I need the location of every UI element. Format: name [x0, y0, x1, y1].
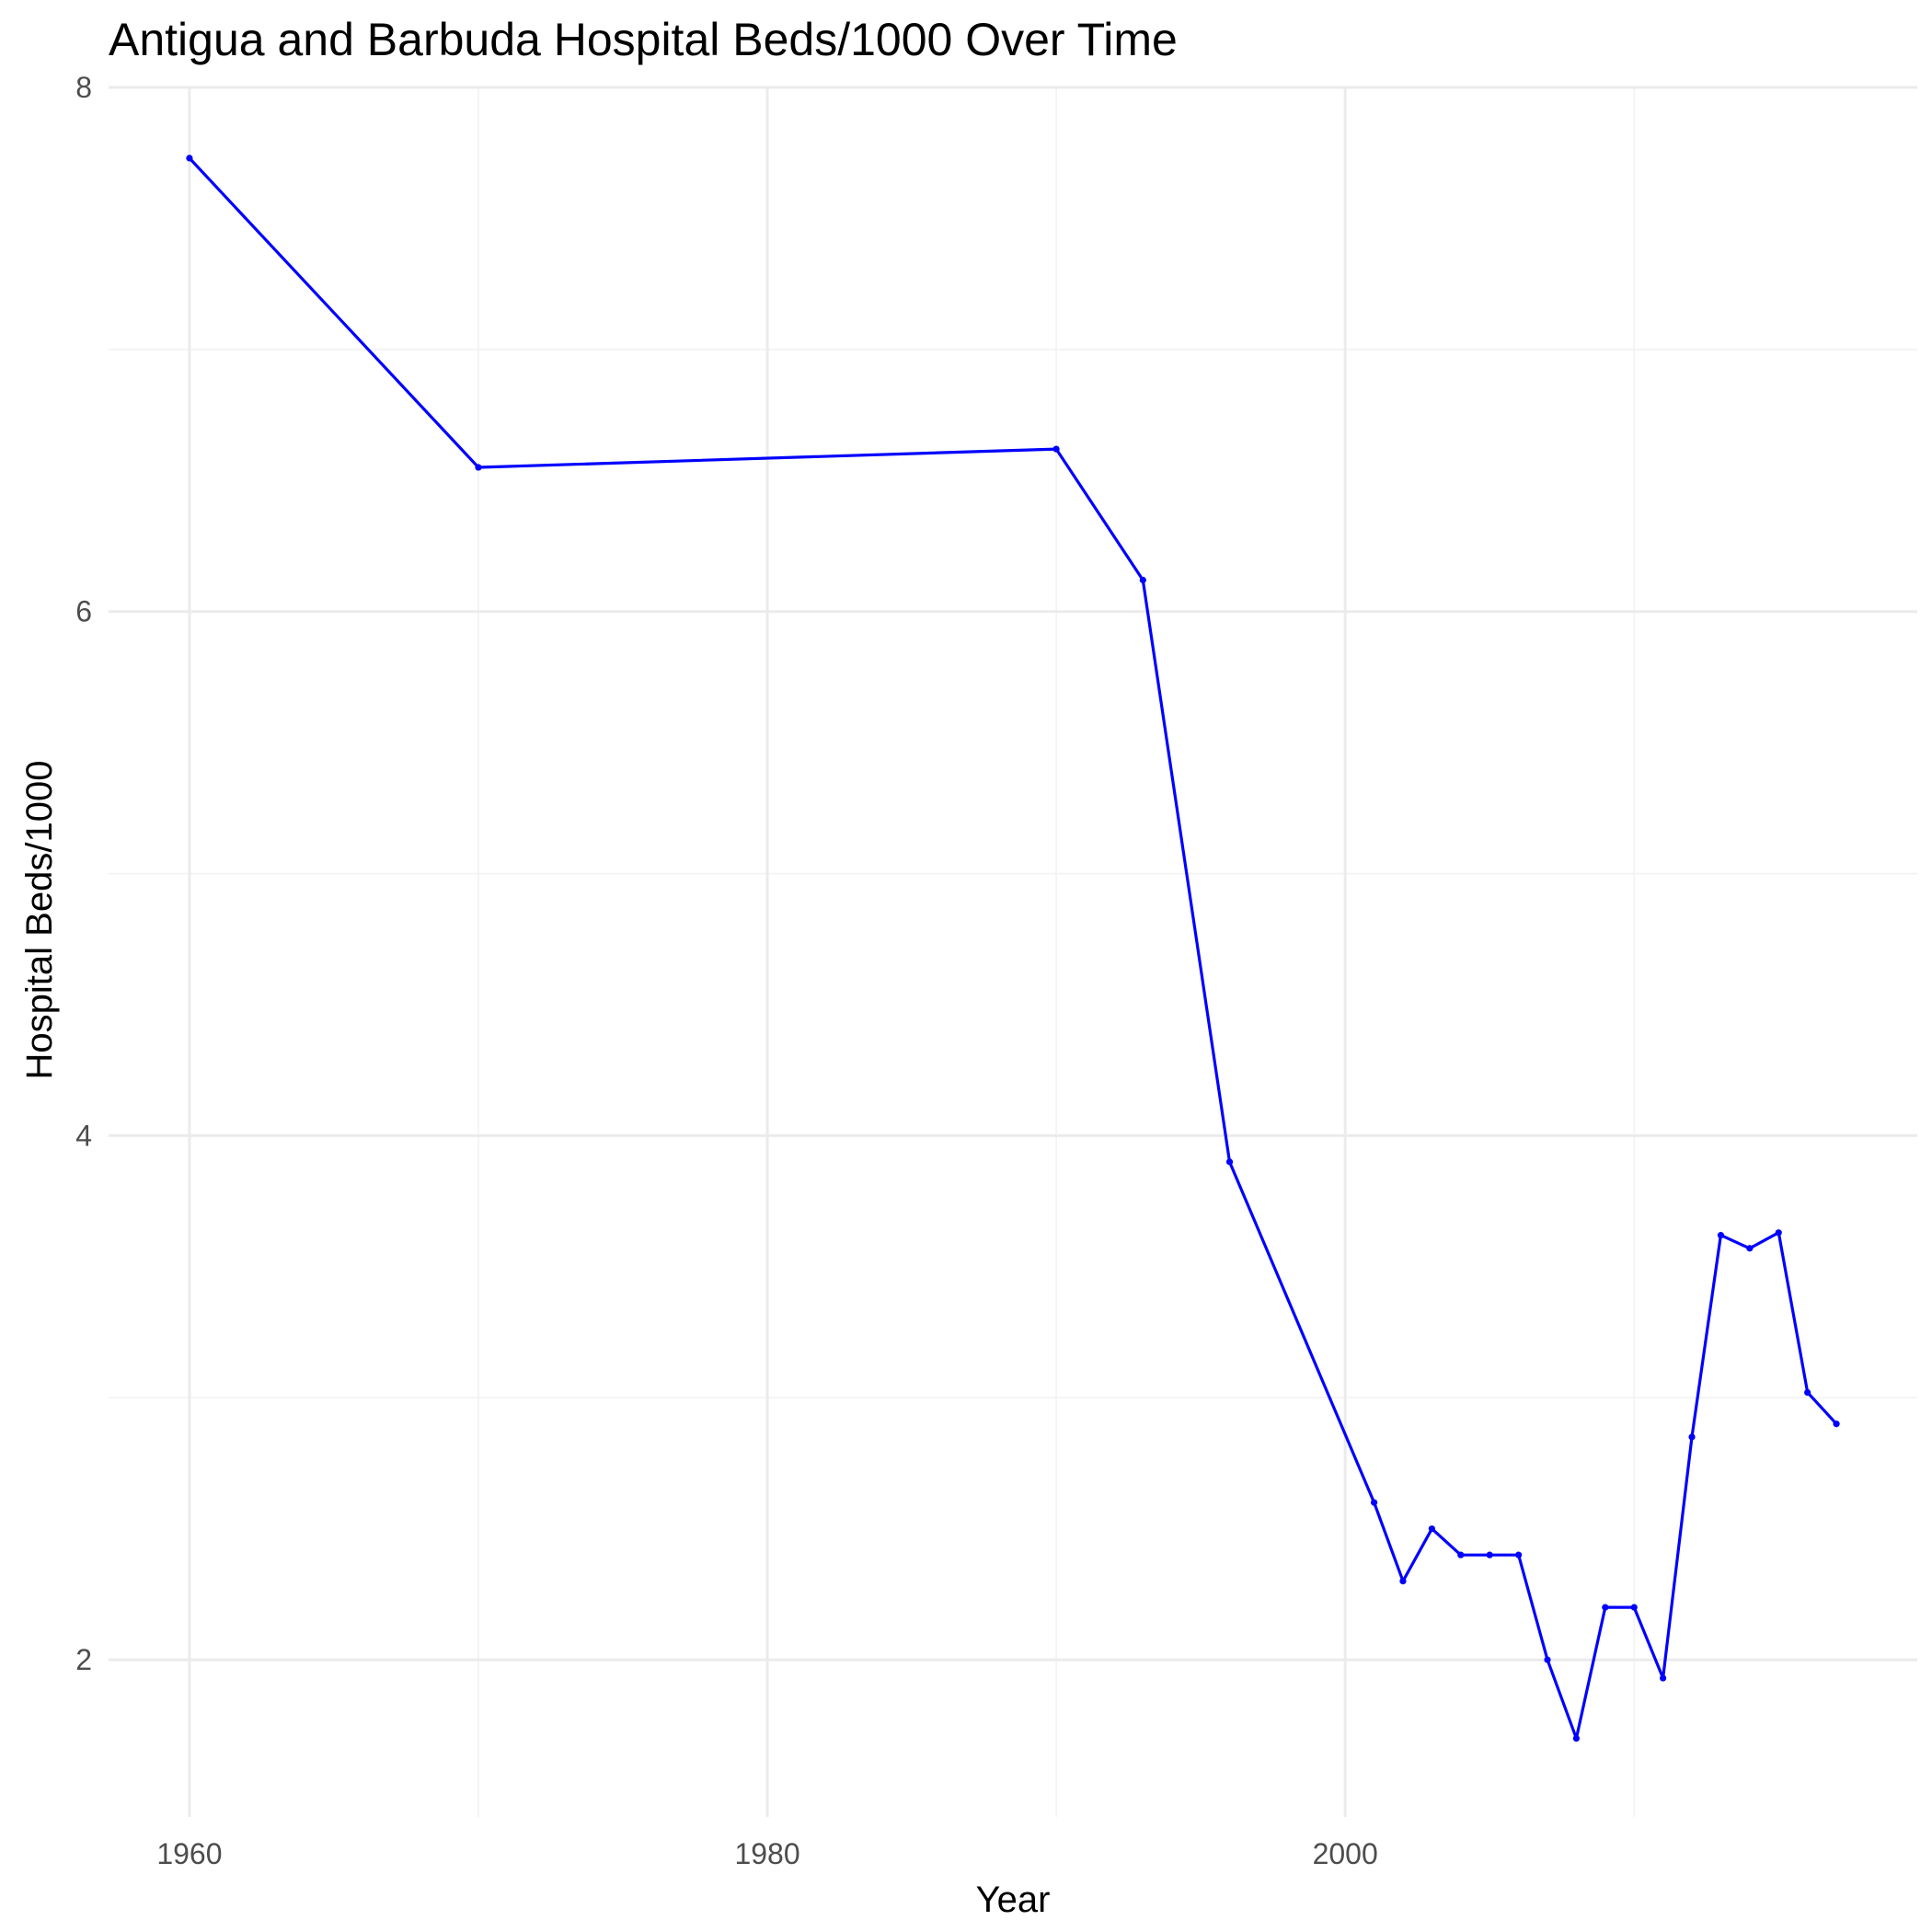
data-point	[1804, 1388, 1811, 1397]
series-line	[188, 156, 1838, 1741]
data-point	[1139, 576, 1146, 584]
data-point	[1688, 1433, 1696, 1441]
data-point	[1775, 1229, 1782, 1236]
data-point	[1052, 445, 1060, 453]
x-tick-label: 2000	[1313, 1837, 1378, 1870]
data-point	[1457, 1551, 1465, 1558]
data-point	[475, 464, 482, 471]
y-tick-label: 2	[75, 1643, 92, 1676]
x-tick-label: 1980	[734, 1837, 799, 1870]
data-point	[1717, 1232, 1725, 1239]
y-axis-ticks: 2 4 6 8	[75, 71, 92, 1676]
chart-title: Antigua and Barbuda Hospital Beds/1000 O…	[109, 14, 1178, 65]
y-tick-label: 4	[75, 1119, 92, 1152]
data-point	[1746, 1245, 1754, 1252]
major-gridlines	[109, 86, 1917, 1817]
data-point	[1515, 1551, 1523, 1558]
data-point	[1544, 1656, 1551, 1663]
x-axis-ticks: 1960 1980 2000	[156, 1837, 1377, 1870]
data-point	[1428, 1525, 1435, 1533]
y-axis-title: Hospital Beds/1000	[19, 761, 60, 1080]
data-point	[1486, 1551, 1493, 1558]
data-point	[1370, 1499, 1378, 1506]
y-tick-label: 6	[75, 595, 92, 628]
data-point	[1602, 1604, 1609, 1611]
x-axis-title: Year	[976, 1880, 1051, 1920]
data-point	[186, 155, 193, 162]
data-point	[1833, 1420, 1840, 1428]
data-point	[1225, 1158, 1234, 1166]
data-point	[1399, 1578, 1407, 1585]
minor-gridlines	[109, 87, 1917, 1817]
series-layer	[186, 155, 1840, 1742]
x-tick-label: 1960	[156, 1837, 222, 1870]
data-point	[1660, 1674, 1667, 1682]
y-tick-label: 8	[75, 71, 92, 104]
data-point	[1572, 1734, 1581, 1742]
data-point	[1630, 1604, 1638, 1611]
